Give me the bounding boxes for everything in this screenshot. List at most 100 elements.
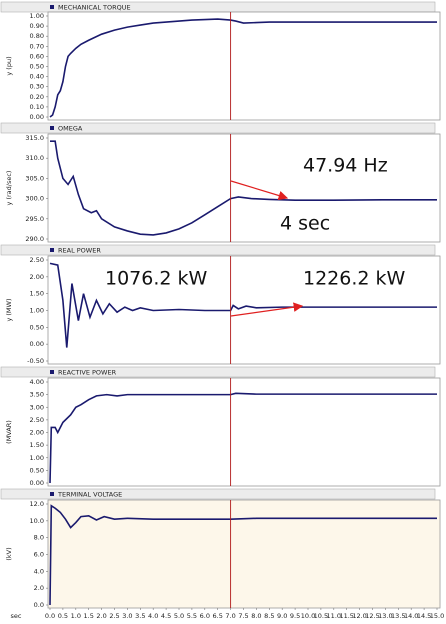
title-bar [0, 244, 436, 256]
y-tick-label: 0.50 [30, 466, 44, 474]
y-tick-label: 0.00 [30, 479, 44, 487]
x-tick-label: 8.5 [264, 612, 274, 620]
y-tick-label: 2.00 [30, 429, 44, 437]
plot-frame [47, 11, 441, 121]
panel-title: REAL POWER [58, 247, 101, 255]
y-tick-label: 3.00 [30, 403, 44, 411]
y-tick-label: 2.50 [30, 256, 44, 264]
annotation: 47.94 Hz [303, 155, 388, 177]
y-tick-label: 315.0 [25, 134, 44, 142]
y-axis-label: (MVAR) [5, 420, 13, 444]
y-tick-label: 290.0 [25, 235, 44, 243]
x-tick-label: 10.5 [314, 612, 328, 620]
series-line [49, 504, 437, 606]
legend-swatch [50, 5, 54, 9]
x-tick-label: 4.0 [148, 612, 158, 620]
legend-swatch [50, 370, 54, 374]
y-tick-label: 310.0 [25, 154, 44, 162]
y-tick-label: 2.00 [30, 273, 44, 281]
plot-frame [47, 499, 441, 609]
y-axis-label: (kV) [5, 547, 13, 560]
x-tick-label: 7.0 [225, 612, 235, 620]
y-tick-label: 4.00 [30, 378, 44, 386]
legend-swatch [50, 248, 54, 252]
title-bar [0, 488, 436, 500]
y-tick-label: 0.50 [30, 63, 44, 71]
x-tick-label: 12.0 [352, 612, 366, 620]
y-tick-label: 0.10 [30, 103, 44, 111]
x-tick-label: 10.0 [301, 612, 315, 620]
y-tick-label: 12.0 [30, 500, 44, 508]
annotation: 4 sec [280, 213, 330, 235]
x-tick-label: 13.0 [378, 612, 392, 620]
panel-title: OMEGA [58, 125, 83, 133]
y-axis-label: y (MW) [5, 298, 13, 321]
plot-frame [47, 255, 441, 365]
y-tick-label: 8.0 [34, 534, 44, 542]
y-tick-label: 0.50 [30, 323, 44, 331]
y-tick-label: 0.20 [30, 93, 44, 101]
x-tick-label: 2.0 [96, 612, 106, 620]
y-tick-label: 0.60 [30, 52, 44, 60]
x-tick-label: 0.0 [45, 612, 55, 620]
x-tick-label: 3.5 [135, 612, 145, 620]
y-tick-label: 0.40 [30, 73, 44, 81]
y-tick-label: 300.0 [25, 195, 44, 203]
x-tick-label: 9.0 [277, 612, 287, 620]
y-tick-label: 295.0 [25, 215, 44, 223]
legend-swatch [50, 492, 54, 496]
y-tick-label: 0.90 [30, 22, 44, 30]
y-tick-label: 305.0 [25, 174, 44, 182]
y-axis-label: y (pu) [5, 56, 13, 75]
x-axis-label: sec [11, 612, 22, 620]
x-tick-label: 14.5 [417, 612, 431, 620]
x-tick-label: 14.0 [404, 612, 418, 620]
y-tick-label: 2.50 [30, 416, 44, 424]
x-tick-label: 9.5 [290, 612, 300, 620]
x-tick-label: 6.5 [213, 612, 223, 620]
x-tick-label: 15.0 [430, 612, 444, 620]
arrow [230, 302, 304, 317]
x-tick-label: 1.0 [71, 612, 81, 620]
y-tick-label: 0.00 [30, 340, 44, 348]
y-tick-label: 1.50 [30, 441, 44, 449]
x-tick-label: 13.5 [391, 612, 405, 620]
y-tick-label: 0.0 [34, 601, 44, 609]
y-tick-label: 1.50 [30, 290, 44, 298]
y-tick-label: 6.0 [34, 551, 44, 559]
y-axis-label: y (rad/sec) [5, 171, 13, 206]
x-tick-label: 1.5 [84, 612, 94, 620]
series-line [50, 140, 437, 236]
x-tick-label: 7.5 [238, 612, 248, 620]
plot-frame [47, 133, 441, 243]
y-tick-label: 1.00 [30, 12, 44, 20]
y-tick-label: 0.30 [30, 83, 44, 91]
title-bar [0, 122, 436, 134]
arrow [230, 180, 289, 201]
y-tick-label: 1.00 [30, 454, 44, 462]
x-tick-label: 11.0 [327, 612, 341, 620]
series-line [49, 18, 437, 118]
x-tick-label: 4.5 [161, 612, 171, 620]
x-tick-label: 8.0 [251, 612, 261, 620]
annotation: 1226.2 kW [303, 268, 406, 290]
y-tick-label: 0.70 [30, 42, 44, 50]
x-tick-label: 3.0 [122, 612, 132, 620]
series-line [49, 262, 437, 348]
y-tick-label: 3.50 [30, 391, 44, 399]
y-tick-label: 2.0 [34, 584, 44, 592]
x-tick-label: 2.5 [109, 612, 119, 620]
x-tick-label: 5.0 [174, 612, 184, 620]
annotation: 1076.2 kW [105, 268, 208, 290]
panel-title: REACTIVE POWER [58, 369, 117, 377]
y-tick-label: 0.80 [30, 32, 44, 40]
panel-title: MECHANICAL TORQUE [58, 4, 131, 12]
x-tick-label: 12.5 [365, 612, 379, 620]
x-tick-label: 6.0 [200, 612, 210, 620]
y-tick-label: -0.50 [27, 357, 44, 365]
y-tick-label: 1.00 [30, 307, 44, 315]
y-tick-label: 4.0 [34, 567, 44, 575]
x-tick-label: 0.5 [58, 612, 68, 620]
